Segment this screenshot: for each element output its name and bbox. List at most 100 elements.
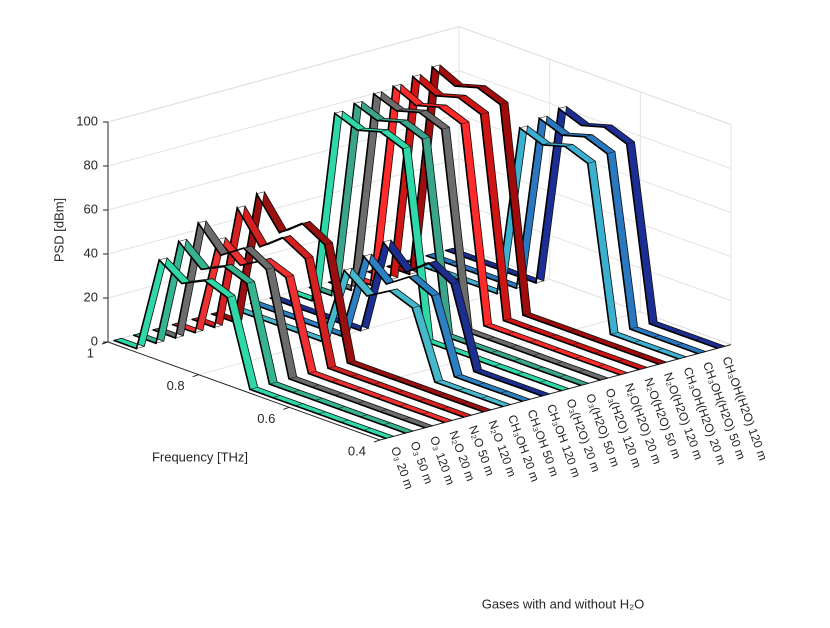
ribbon-edge bbox=[214, 325, 223, 328]
ribbon-edge bbox=[717, 345, 726, 349]
psd-axis-label: PSD [dBm] bbox=[51, 198, 66, 262]
ribbon-edge bbox=[422, 136, 431, 140]
ribbon-line bbox=[113, 258, 387, 440]
ribbon-edge bbox=[409, 272, 418, 275]
ribbon-edge bbox=[424, 425, 433, 429]
ribbon-edge bbox=[463, 414, 472, 418]
ribbon-edge bbox=[438, 104, 447, 108]
frequency-tick-label: 0.4 bbox=[348, 443, 366, 458]
frequency-tick-label: 0.8 bbox=[167, 378, 185, 393]
ribbon-edge bbox=[159, 257, 168, 261]
ribbon-edge bbox=[363, 253, 372, 257]
ribbon-edge bbox=[457, 95, 466, 98]
ribbon-line bbox=[133, 239, 406, 434]
ribbon-line bbox=[152, 220, 426, 429]
ribbon-edge bbox=[305, 256, 314, 260]
ribbon-edge bbox=[344, 267, 353, 271]
ribbon-line bbox=[191, 205, 465, 418]
ribbon-edge bbox=[541, 393, 550, 397]
ribbon-edge bbox=[619, 372, 628, 376]
ribbon-edge bbox=[334, 110, 343, 114]
ribbon-edge bbox=[379, 129, 388, 133]
ribbon-edge bbox=[539, 115, 548, 119]
ribbon-edge bbox=[246, 281, 255, 284]
ribbon-edge bbox=[256, 191, 265, 195]
z-tick-label: 0 bbox=[91, 333, 98, 348]
frequency-tick bbox=[373, 439, 381, 443]
ribbon-edge bbox=[584, 134, 593, 138]
ribbon-edge bbox=[285, 274, 294, 278]
ribbon-edge bbox=[408, 274, 417, 278]
ribbon-edge bbox=[266, 267, 275, 270]
ribbon-edge bbox=[451, 281, 460, 285]
z-tick-label: 80 bbox=[84, 157, 98, 172]
ribbon-edge bbox=[587, 161, 596, 164]
ribbon-edge bbox=[535, 280, 544, 284]
ribbon-edge bbox=[564, 144, 573, 147]
ribbon-edge bbox=[678, 356, 687, 360]
ribbon-edge bbox=[502, 404, 511, 407]
ribbon-edge bbox=[580, 383, 589, 386]
ribbon-edge bbox=[561, 388, 570, 391]
frequency-tick bbox=[101, 341, 109, 345]
ribbon-edge bbox=[428, 260, 437, 264]
frequency-axis-label: Frequency [THz] bbox=[152, 449, 248, 464]
ribbon-edge bbox=[373, 91, 382, 95]
grid-line bbox=[289, 91, 641, 408]
ribbon-edge bbox=[658, 361, 667, 365]
frequency-tick bbox=[283, 406, 290, 410]
ribbon-edge bbox=[178, 239, 187, 242]
ribbon-line bbox=[347, 84, 621, 376]
ribbon-edge bbox=[500, 102, 509, 105]
grid-line bbox=[198, 59, 551, 376]
ribbon-edge bbox=[405, 430, 414, 434]
ribbon-edge bbox=[603, 124, 612, 128]
ribbon-line bbox=[367, 75, 640, 371]
ribbon-edge bbox=[393, 83, 402, 87]
ribbon-edge bbox=[600, 377, 609, 381]
ribbon-edge bbox=[389, 288, 398, 292]
ribbon-edge bbox=[223, 264, 232, 267]
ribbon-edge bbox=[412, 74, 421, 77]
ribbon-edge bbox=[383, 239, 392, 243]
ribbon-edge bbox=[480, 111, 489, 115]
ribbon-line bbox=[230, 268, 504, 408]
ribbon-edge bbox=[519, 125, 528, 129]
z-tick-label: 100 bbox=[76, 113, 98, 128]
frequency-tick-label: 0.6 bbox=[257, 411, 275, 426]
ribbon-edge bbox=[324, 242, 333, 245]
ribbon-edge bbox=[402, 146, 411, 149]
ribbon-line bbox=[211, 191, 484, 413]
ribbon-edge bbox=[477, 85, 486, 88]
ribbon-edge bbox=[441, 126, 450, 130]
ribbon-line bbox=[269, 240, 543, 397]
ribbon-line bbox=[386, 65, 660, 365]
ribbon-edge bbox=[194, 330, 203, 333]
ribbon-edge bbox=[444, 420, 453, 423]
ribbon-edge bbox=[418, 110, 427, 113]
ribbon-edge bbox=[204, 278, 213, 281]
ribbon-edge bbox=[697, 351, 706, 354]
axis-line bbox=[107, 122, 732, 441]
z-tick-label: 20 bbox=[84, 289, 98, 304]
ribbon-edge bbox=[237, 205, 246, 209]
ribbon-edge bbox=[198, 220, 207, 224]
ribbon-edge bbox=[607, 151, 616, 154]
ribbon-edge bbox=[558, 106, 567, 109]
ribbon-edge bbox=[282, 235, 291, 238]
ribbon-edge bbox=[483, 409, 492, 413]
ribbon-line bbox=[445, 107, 718, 350]
gas-axis-label: Gases with and without H₂O bbox=[482, 596, 645, 611]
ribbon-edge bbox=[639, 367, 648, 370]
ribbon-edge bbox=[175, 335, 184, 339]
ribbon-edge bbox=[626, 141, 635, 145]
ribbon-edge bbox=[399, 119, 408, 123]
ribbon-edge bbox=[360, 328, 369, 331]
ribbon-edge bbox=[432, 64, 441, 68]
frequency-tick bbox=[192, 374, 199, 378]
z-tick-label: 60 bbox=[84, 201, 98, 216]
frequency-tick-label: 1 bbox=[87, 345, 94, 360]
ribbon-edge bbox=[522, 398, 531, 402]
ribbon-edge bbox=[155, 340, 164, 344]
